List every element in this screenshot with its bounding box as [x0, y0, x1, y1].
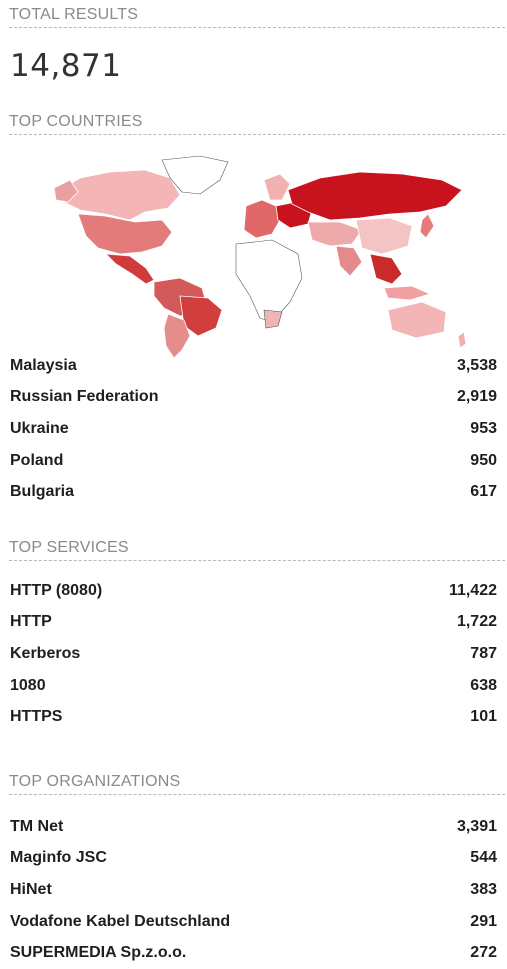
- country-count: 3,538: [457, 357, 497, 375]
- service-name: HTTP (8080): [10, 582, 102, 600]
- top-services-list: HTTP (8080) 11,422 HTTP 1,722 Kerberos 787 …: [10, 575, 497, 733]
- service-count: 1,722: [457, 613, 497, 631]
- list-item[interactable]: Ukraine 953: [10, 413, 497, 445]
- service-name: HTTPS: [10, 708, 62, 726]
- list-item[interactable]: SUPERMEDIA Sp.z.o.o. 272: [10, 937, 497, 969]
- country-count: 617: [470, 483, 497, 501]
- list-item[interactable]: Bulgaria 617: [10, 476, 497, 508]
- country-name: Poland: [10, 452, 63, 470]
- map-china: [356, 218, 412, 254]
- map-new-zealand: [458, 332, 466, 348]
- world-map[interactable]: [50, 150, 470, 360]
- map-indonesia: [384, 286, 430, 300]
- list-item[interactable]: HiNet 383: [10, 874, 497, 906]
- top-countries-heading: TOP COUNTRIES: [9, 112, 505, 135]
- list-item[interactable]: HTTP 1,722: [10, 607, 497, 639]
- map-central-asia: [308, 222, 362, 246]
- list-item[interactable]: HTTP (8080) 11,422: [10, 575, 497, 607]
- map-australia: [388, 302, 446, 338]
- country-name: Bulgaria: [10, 483, 74, 501]
- country-name: Malaysia: [10, 357, 77, 375]
- map-south-africa: [264, 310, 282, 328]
- map-southeast-asia: [370, 254, 402, 284]
- organization-name: SUPERMEDIA Sp.z.o.o.: [10, 944, 186, 962]
- map-india: [336, 246, 362, 276]
- organization-count: 544: [470, 849, 497, 867]
- list-item[interactable]: Vodafone Kabel Deutschland 291: [10, 906, 497, 938]
- organization-count: 383: [470, 881, 497, 899]
- service-count: 787: [470, 645, 497, 663]
- map-russia: [288, 172, 462, 220]
- service-name: 1080: [10, 677, 46, 695]
- country-name: Russian Federation: [10, 388, 158, 406]
- service-name: Kerberos: [10, 645, 80, 663]
- map-usa: [78, 214, 172, 254]
- map-africa: [236, 240, 302, 322]
- organization-count: 272: [470, 944, 497, 962]
- service-count: 638: [470, 677, 497, 695]
- service-name: HTTP: [10, 613, 52, 631]
- organization-name: Maginfo JSC: [10, 849, 107, 867]
- list-item[interactable]: Kerberos 787: [10, 638, 497, 670]
- service-count: 11,422: [449, 582, 497, 600]
- organization-name: HiNet: [10, 881, 52, 899]
- country-name: Ukraine: [10, 420, 69, 438]
- service-count: 101: [470, 708, 497, 726]
- map-mexico: [106, 254, 154, 284]
- list-item[interactable]: HTTPS 101: [10, 701, 497, 733]
- organization-name: Vodafone Kabel Deutschland: [10, 913, 230, 931]
- list-item[interactable]: Poland 950: [10, 445, 497, 477]
- list-item[interactable]: Russian Federation 2,919: [10, 382, 497, 414]
- organization-name: TM Net: [10, 818, 63, 836]
- top-organizations-heading: TOP ORGANIZATIONS: [9, 772, 505, 795]
- total-results-heading: TOTAL RESULTS: [9, 5, 505, 28]
- list-item[interactable]: Maginfo JSC 544: [10, 843, 497, 875]
- map-western-europe: [244, 200, 280, 238]
- top-countries-list: Malaysia 3,538 Russian Federation 2,919 Uk…: [10, 350, 497, 508]
- list-item[interactable]: Malaysia 3,538: [10, 350, 497, 382]
- organization-count: 291: [470, 913, 497, 931]
- top-organizations-list: TM Net 3,391 Maginfo JSC 544 HiNet 383 Voda…: [10, 811, 497, 969]
- map-canada: [60, 170, 180, 220]
- top-services-heading: TOP SERVICES: [9, 538, 505, 561]
- list-item[interactable]: 1080 638: [10, 670, 497, 702]
- total-results-value: 14,871: [10, 48, 121, 84]
- country-count: 953: [470, 420, 497, 438]
- map-japan: [420, 214, 434, 238]
- organization-count: 3,391: [457, 818, 497, 836]
- map-scandinavia: [264, 174, 290, 200]
- country-count: 950: [470, 452, 497, 470]
- list-item[interactable]: TM Net 3,391: [10, 811, 497, 843]
- country-count: 2,919: [457, 388, 497, 406]
